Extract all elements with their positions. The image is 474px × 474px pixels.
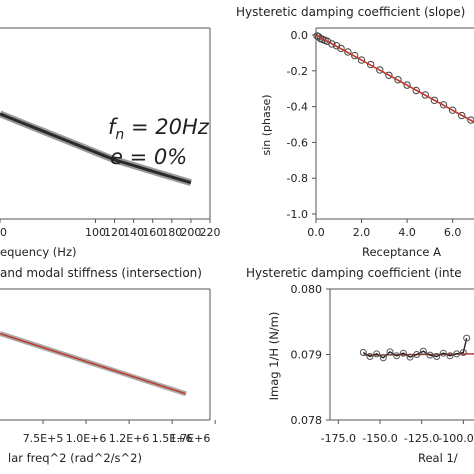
p3-xtick-label: 1.2E+6 (109, 432, 150, 445)
p2-xticks: 0.0 2.0 4.0 6.0 (307, 219, 461, 239)
p1-xlabel: equency (Hz) (0, 245, 76, 259)
p1-xtick-label: 220 (200, 226, 221, 239)
p4-point (386, 348, 394, 356)
p4-point (359, 349, 367, 357)
p3-xtick-label: 1.0E+6 (66, 432, 107, 445)
p2-point (394, 76, 402, 84)
p4-point (433, 352, 441, 360)
p4-points (359, 334, 471, 362)
p2-point (376, 66, 384, 74)
p2-xtick-label: 4.0 (398, 226, 416, 239)
p4-xtick-label: -100.0 (438, 432, 473, 445)
p1-xtick-label: 120 (104, 226, 125, 239)
p4-xtick-label: -150.0 (362, 432, 397, 445)
p2-point (403, 81, 411, 89)
p2-point (351, 51, 359, 60)
p4-ytick-label: 0.078 (291, 414, 323, 427)
p2-point (337, 44, 345, 53)
p3-xtick-label: 1.7E+6 (170, 432, 211, 445)
p2-points (313, 32, 474, 124)
p1-xtick-label: 200 (180, 226, 201, 239)
p4-title: Hysteretic damping coefficient (inte (246, 266, 462, 280)
p4-point (439, 349, 447, 357)
p2-ylabel: sin (phase) (260, 94, 273, 155)
p1-series-line (0, 112, 192, 185)
p2-point (357, 56, 366, 64)
p4-point (453, 350, 461, 358)
p2-ytick-label: -0.6 (287, 136, 308, 149)
p4-point (406, 353, 414, 361)
p2-ytick-label: -0.4 (287, 101, 308, 114)
p4-point (373, 350, 381, 358)
p2-point (439, 101, 448, 109)
p4-point (459, 349, 467, 357)
p4-xticks: -175.0 -150.0 -125.0-100.0 (321, 420, 474, 445)
p2-title: Hysteretic damping coefficient (slope) (236, 5, 465, 19)
panel-4: Hysteretic damping coefficient (inte 0.0… (246, 266, 474, 465)
p1-xtick-label: 0 (0, 226, 7, 239)
p4-point (446, 352, 454, 360)
p4-point (379, 354, 387, 362)
p2-point (467, 116, 474, 124)
p2-point (412, 86, 420, 95)
p2-ytick-label: -0.8 (287, 172, 308, 185)
p4-point (366, 352, 374, 360)
p4-ylabel: Imag 1/H (N/m) (267, 312, 281, 401)
p3-xtick-label: 1.5E+6 (152, 432, 193, 445)
p2-fit-line (315, 34, 474, 124)
p1-annotation-e: e = 0% (110, 145, 187, 169)
p2-ytick-label: -1.0 (287, 208, 308, 221)
p2-point (344, 48, 352, 56)
p4-xtick-label: -175.0 (321, 432, 356, 445)
p3-title: and modal stiffness (intersection) (0, 266, 202, 280)
p4-point (393, 352, 401, 360)
p1-xtick-label: 160 (142, 226, 163, 239)
p1-xtick-label: 140 (123, 226, 144, 239)
p4-series-line (362, 337, 468, 359)
p4-point (419, 347, 427, 355)
p3-xtick-label: 7.5E+5 (23, 432, 64, 445)
panel-2: Hysteretic damping coefficient (slope) 0… (236, 5, 474, 259)
p2-ytick-label: 0.0 (291, 29, 309, 42)
p4-xtick-label: -125.0 (404, 432, 439, 445)
p2-ytick-label: -0.2 (287, 65, 308, 78)
p2-point (328, 40, 336, 48)
p4-point (463, 334, 471, 342)
p4-yticks: 0.080 0.079 0.078 (291, 283, 330, 427)
p2-point (458, 111, 466, 120)
p1-xtick-label: 100 (85, 226, 106, 239)
panel-3: and modal stiffness (intersection) 7.5E+… (0, 266, 216, 465)
p2-point (448, 106, 457, 114)
p1-annotation-fn: fn = 20Hz (108, 115, 210, 143)
p4-point (413, 351, 421, 358)
p2-point (366, 60, 375, 69)
p2-xtick-label: 2.0 (353, 226, 371, 239)
p4-ytick-label: 0.080 (291, 283, 323, 296)
p2-xtick-label: 6.0 (444, 226, 462, 239)
p2-point (421, 91, 430, 99)
p2-point (430, 96, 439, 105)
p4-point (426, 351, 434, 359)
p4-xlabel: Real 1/ (418, 451, 458, 465)
p2-yticks: 0.0 -0.2 -0.4 -0.6 -0.8 -1.0 (287, 29, 316, 221)
p3-xticks: 7.5E+5 1.0E+6 1.2E+6 1.5E+61.7E+6 (23, 420, 216, 445)
p4-point (399, 349, 407, 357)
p2-xlabel: Receptance A (362, 245, 441, 259)
p3-xlabel: lar freq^2 (rad^2/s^2) (8, 451, 142, 465)
p4-ytick-label: 0.079 (291, 349, 323, 362)
p1-xtick-label: 180 (161, 226, 182, 239)
p2-point (385, 71, 393, 79)
p3-series-line (0, 332, 187, 395)
p2-xtick-label: 0.0 (307, 226, 325, 239)
